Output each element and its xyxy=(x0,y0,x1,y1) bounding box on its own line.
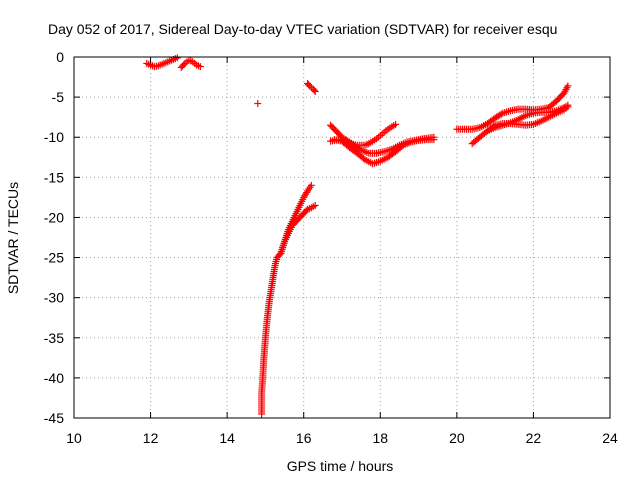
y-tick-label: -20 xyxy=(44,209,64,225)
data-point xyxy=(392,120,400,128)
plot-frame xyxy=(73,56,611,419)
y-tick-label: 0 xyxy=(56,49,64,65)
data-point xyxy=(254,100,262,108)
y-tick-label: -40 xyxy=(44,370,64,386)
data-point xyxy=(311,201,319,209)
data-points xyxy=(143,54,572,418)
data-point xyxy=(180,61,188,69)
y-tick-label: -45 xyxy=(44,410,64,426)
data-point xyxy=(173,54,181,62)
data-point xyxy=(307,181,315,189)
data-point xyxy=(311,87,319,95)
x-tick-label: 18 xyxy=(372,430,388,446)
x-tick-label: 14 xyxy=(219,430,235,446)
y-tick-label: -10 xyxy=(44,129,64,145)
y-tick-labels: 0 -5 -10 -15 -20 -25 -30 -35 -40 -45 xyxy=(44,49,64,426)
x-tick-label: 22 xyxy=(526,430,542,446)
chart-title: Day 052 of 2017, Sidereal Day-to-day VTE… xyxy=(48,21,557,37)
x-tick-label: 20 xyxy=(449,430,465,446)
y-tick-label: -25 xyxy=(44,250,64,266)
y-tick-label: -5 xyxy=(52,89,65,105)
x-tick-label: 10 xyxy=(66,430,82,446)
y-tick-label: -30 xyxy=(44,290,64,306)
x-tick-labels: 10 12 14 16 18 20 22 24 xyxy=(66,430,618,446)
axis-ticks xyxy=(73,56,611,419)
y-tick-label: -15 xyxy=(44,169,64,185)
data-point xyxy=(564,82,572,90)
data-point xyxy=(196,63,204,71)
y-axis-label: SDTVAR / TECUs xyxy=(5,182,21,294)
data-point xyxy=(310,86,318,94)
data-point xyxy=(430,136,438,144)
data-point xyxy=(564,101,572,109)
x-axis-label: GPS time / hours xyxy=(287,458,394,474)
x-tick-label: 16 xyxy=(296,430,312,446)
y-tick-label: -35 xyxy=(44,330,64,346)
x-tick-label: 24 xyxy=(602,430,618,446)
data-point xyxy=(497,110,505,118)
x-tick-label: 12 xyxy=(143,430,159,446)
